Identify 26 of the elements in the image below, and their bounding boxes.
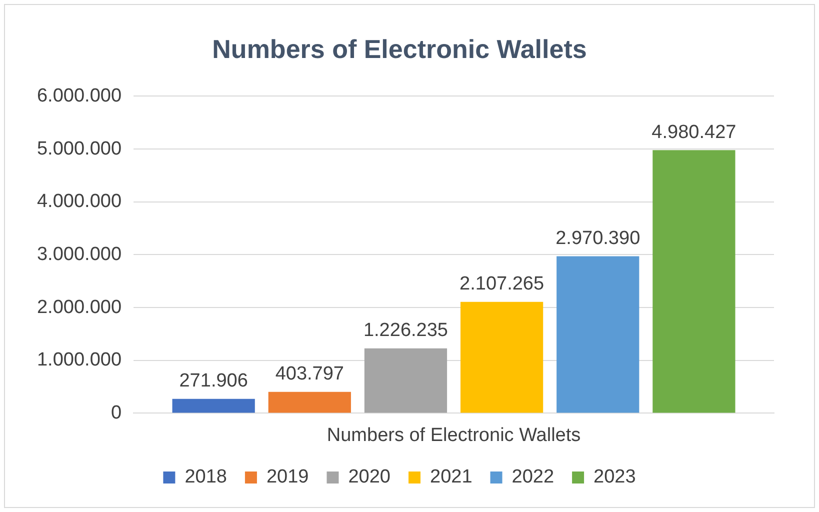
data-label: 271.906 bbox=[179, 370, 248, 392]
y-tick-label: 2.000.000 bbox=[36, 296, 122, 318]
legend-label: 2019 bbox=[266, 466, 309, 488]
bar bbox=[556, 256, 640, 413]
legend-label: 2018 bbox=[184, 466, 227, 488]
data-label: 2.107.265 bbox=[460, 274, 544, 295]
data-label: 4.980.427 bbox=[652, 122, 736, 143]
bar bbox=[652, 150, 736, 413]
bar bbox=[460, 302, 544, 413]
y-tick-label: 5.000.000 bbox=[36, 138, 122, 160]
data-label: 1.226.235 bbox=[363, 320, 448, 342]
bar bbox=[268, 392, 351, 413]
legend-label: 2020 bbox=[348, 466, 391, 488]
data-label: 403.797 bbox=[275, 364, 344, 385]
legend-label: 2022 bbox=[512, 466, 554, 488]
data-label: 2.970.390 bbox=[556, 228, 640, 249]
y-tick-label: 6.000.000 bbox=[36, 85, 122, 106]
y-tick-label: 4.000.000 bbox=[36, 191, 122, 212]
chart-title: Numbers of Electronic Wallets bbox=[212, 34, 587, 64]
y-tick-label: 1.000.000 bbox=[36, 350, 122, 371]
y-tick-label: 3.000.000 bbox=[36, 244, 122, 265]
legend-label: 2023 bbox=[594, 466, 636, 488]
y-tick-label: 0 bbox=[110, 402, 122, 424]
bar bbox=[172, 398, 255, 413]
bar bbox=[364, 348, 448, 413]
legend-label: 2021 bbox=[430, 466, 472, 488]
